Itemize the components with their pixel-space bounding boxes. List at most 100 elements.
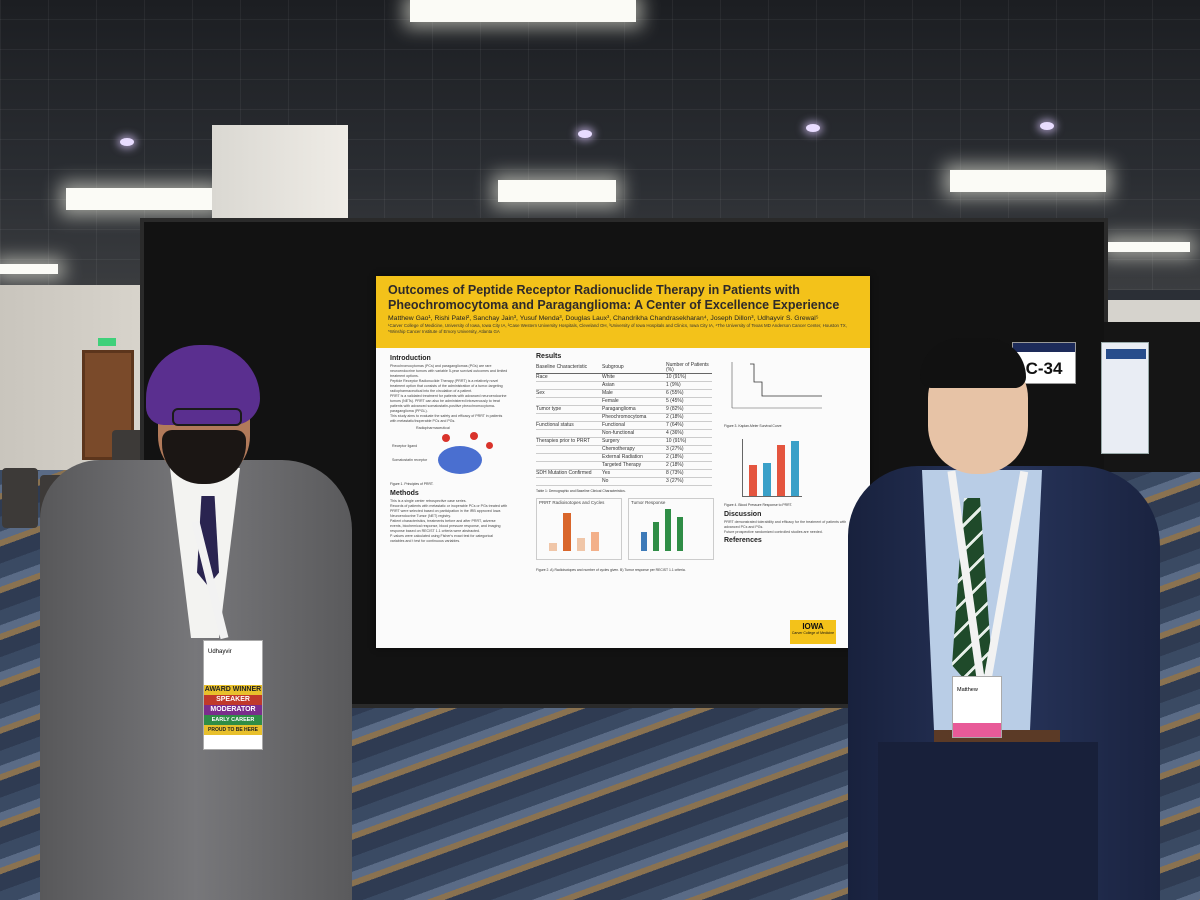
table-cell: Yes bbox=[602, 470, 611, 476]
poster-authors: Matthew Gao¹, Rishi Patel², Sanchay Jain… bbox=[388, 315, 819, 322]
intro-bullet: PRRT is a validated treatment for patien… bbox=[390, 394, 507, 413]
figure2-panel-title: PRRT Radioisotopes and Cycles bbox=[539, 500, 605, 505]
poster-header: Outcomes of Peptide Receptor Radionuclid… bbox=[376, 276, 870, 348]
iowa-logo-text: IOWA bbox=[802, 622, 824, 631]
discussion-heading: Discussion bbox=[724, 511, 762, 518]
figure2-panel-title: Tumor Response bbox=[631, 500, 666, 505]
table-cell: Surgery bbox=[602, 438, 620, 444]
chart-bar bbox=[653, 521, 659, 551]
table-cell: Functional status bbox=[536, 422, 574, 428]
person-right-pants bbox=[878, 742, 1098, 900]
badge-ribbon: AWARD WINNER bbox=[204, 685, 262, 695]
characteristics-table: Race White 10 (91%) Asian 1 (9%) Sex Male 6 (55… bbox=[536, 374, 712, 486]
table-row: Therapies prior to PRRT Surgery 10 (91%) bbox=[536, 438, 712, 446]
booth-number: C-34 bbox=[1025, 359, 1063, 378]
table-row: Sex Male 6 (55%) bbox=[536, 390, 712, 398]
table-caption: Table 1: Demographic and Baseline Clinic… bbox=[536, 489, 626, 493]
kaplan-meier-figure bbox=[724, 358, 860, 424]
ceiling-light bbox=[66, 188, 216, 210]
badge-ribbon: PROUD TO BE HERE bbox=[204, 725, 262, 735]
figure2-panel-b: Tumor Response bbox=[628, 498, 714, 560]
person-left-glasses bbox=[172, 408, 242, 426]
downlight bbox=[578, 130, 592, 138]
table-cell: 10 (91%) bbox=[666, 374, 687, 380]
badge-ribbon: MODERATOR bbox=[204, 705, 262, 715]
table-cell: Targeted Therapy bbox=[602, 462, 642, 468]
chart-bar bbox=[641, 532, 647, 551]
radiopharmaceutical-graphic bbox=[470, 432, 478, 440]
table-cell: 1 (9%) bbox=[666, 382, 681, 388]
methods-heading: Methods bbox=[390, 490, 419, 497]
iowa-logo-subtext: Carver College of Medicine bbox=[791, 631, 835, 635]
chart-bar bbox=[777, 444, 785, 496]
chart-bar bbox=[677, 517, 683, 551]
figure2: PRRT Radioisotopes and Cycles Tumor Resp… bbox=[536, 498, 714, 568]
badge-ribbon: SPEAKER bbox=[204, 695, 262, 705]
downlight bbox=[120, 138, 134, 146]
table-row: Tumor type Paraganglioma 9 (82%) bbox=[536, 406, 712, 414]
table-cell: SDH Mutation Confirmed bbox=[536, 470, 592, 476]
table-cell: Chemotherapy bbox=[602, 446, 635, 452]
radioisotope-bar-chart bbox=[543, 509, 619, 551]
table-row: Non-functional 4 (36%) bbox=[536, 430, 712, 438]
conference-badge: Udhayvir AWARD WINNER SPEAKER MODERATOR … bbox=[203, 640, 263, 750]
chart-bar bbox=[591, 532, 599, 551]
figure1-label: Somatostatin receptor bbox=[392, 458, 428, 462]
table-row: Chemotherapy 3 (27%) bbox=[536, 446, 712, 454]
table-header: Number of Patients (%) bbox=[666, 361, 709, 373]
blood-pressure-bar-chart bbox=[742, 439, 802, 497]
intro-bullet: This study aims to evaluate the safety a… bbox=[390, 414, 503, 423]
table-row: SDH Mutation Confirmed Yes 8 (73%) bbox=[536, 470, 712, 478]
table-cell: Non-functional bbox=[602, 430, 635, 436]
table-cell: Pheochromocytoma bbox=[602, 414, 647, 420]
pillar bbox=[212, 125, 348, 235]
chart-bar bbox=[791, 441, 799, 496]
table-cell: 5 (45%) bbox=[666, 398, 684, 404]
figure1-label: Receptor ligand bbox=[392, 444, 418, 448]
table-cell: Functional bbox=[602, 422, 626, 428]
table-cell: 2 (18%) bbox=[666, 462, 684, 468]
table-cell: White bbox=[602, 374, 615, 380]
table-cell: No bbox=[602, 478, 609, 484]
research-poster: Outcomes of Peptide Receptor Radionuclid… bbox=[376, 276, 870, 648]
table-cell: 6 (55%) bbox=[666, 390, 684, 396]
table-row: No 3 (27%) bbox=[536, 478, 712, 486]
chart-bar bbox=[763, 462, 771, 496]
radiopharmaceutical-graphic bbox=[486, 442, 493, 449]
conference-badge: Matthew bbox=[952, 676, 1002, 738]
table-header-row: Baseline Characteristic Subgroup Number … bbox=[536, 362, 712, 374]
badge-name: Udhayvir bbox=[208, 649, 232, 655]
table-row: Pheochromocytoma 2 (18%) bbox=[536, 414, 712, 422]
ceiling-light bbox=[410, 0, 636, 22]
discussion-bullet: Future prospective randomized controlled… bbox=[724, 530, 823, 534]
table-row: External Radiation 2 (18%) bbox=[536, 454, 712, 462]
blood-pressure-figure bbox=[724, 433, 860, 503]
table-cell: Tumor type bbox=[536, 406, 562, 412]
badge-name: Matthew bbox=[957, 687, 978, 693]
methods-bullet: Patient characteristics, treatments befo… bbox=[390, 519, 501, 533]
tumor-cell-graphic bbox=[438, 446, 482, 474]
methods-bullet: Records of patients with metastatic or i… bbox=[390, 504, 508, 518]
table-cell: 2 (18%) bbox=[666, 454, 684, 460]
table-row: Functional status Functional 7 (64%) bbox=[536, 422, 712, 430]
figure3-caption: Figure 3. Kaplan-Meier Survival Curve bbox=[724, 424, 782, 428]
table-cell: 8 (73%) bbox=[666, 470, 684, 476]
table-row: Race White 10 (91%) bbox=[536, 374, 712, 382]
introduction-heading: Introduction bbox=[390, 355, 431, 362]
references-heading: References bbox=[724, 537, 762, 544]
radiopharmaceutical-graphic bbox=[442, 434, 450, 442]
table-cell: 3 (27%) bbox=[666, 446, 684, 452]
table-cell: Race bbox=[536, 374, 548, 380]
ceiling-light bbox=[950, 170, 1106, 192]
chart-bar bbox=[563, 513, 571, 551]
table-row: Female 5 (45%) bbox=[536, 398, 712, 406]
table-row: Targeted Therapy 2 (18%) bbox=[536, 462, 712, 470]
discussion-bullet: PRRT demonstrated tolerability and effic… bbox=[724, 520, 847, 529]
poster-title: Outcomes of Peptide Receptor Radionuclid… bbox=[388, 283, 840, 312]
methods-bullet: P-values were calculated using Fisher's … bbox=[390, 534, 493, 543]
kaplan-meier-curve bbox=[731, 362, 822, 409]
chart-bar bbox=[749, 464, 757, 496]
table-cell: 10 (91%) bbox=[666, 438, 687, 444]
figure4-caption: Figure 4. Blood Pressure Response to PRR… bbox=[724, 503, 793, 507]
intro-bullet: Pheochromocytomas (PCs) and paragangliom… bbox=[390, 364, 508, 378]
